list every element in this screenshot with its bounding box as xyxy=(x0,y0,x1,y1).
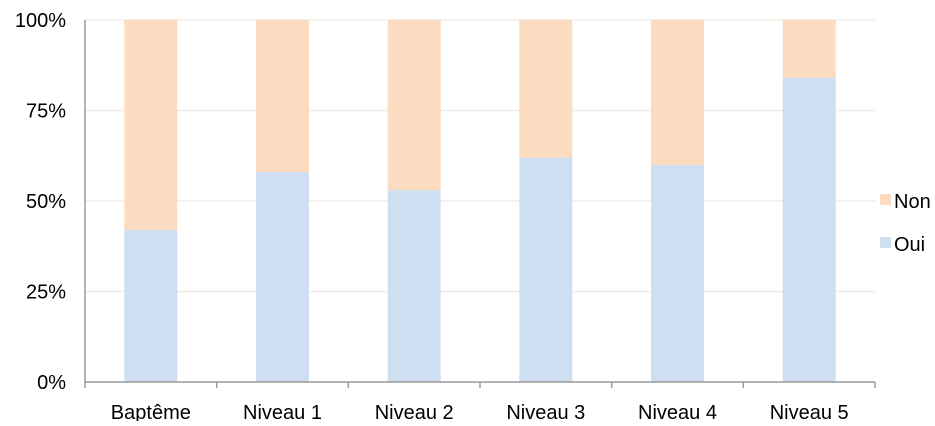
bar-non xyxy=(782,20,836,78)
bar-oui xyxy=(519,157,573,382)
y-tick-label: 100% xyxy=(15,10,66,32)
axes xyxy=(84,20,876,388)
gridlines xyxy=(85,19,875,293)
bar-oui xyxy=(256,172,309,382)
bar-oui xyxy=(124,229,178,382)
bar-non xyxy=(651,20,704,165)
y-tick-label: 25% xyxy=(26,282,66,304)
x-tick-label: Niveau 2 xyxy=(375,402,454,421)
bar-oui xyxy=(782,77,836,383)
x-tick-label: Niveau 5 xyxy=(770,402,849,421)
x-tick-label: Niveau 3 xyxy=(506,402,585,421)
bar-non xyxy=(256,20,309,173)
x-tick-label: Niveau 4 xyxy=(638,402,717,421)
legend-swatch-non xyxy=(880,194,891,205)
legend: Non Oui xyxy=(880,191,931,256)
bars xyxy=(124,20,836,383)
legend-label-oui: Oui xyxy=(894,234,925,256)
y-tick-label: 75% xyxy=(26,101,66,123)
y-tick-labels: 0% 25% 50% 75% 100% xyxy=(15,10,66,394)
bar-non xyxy=(519,20,573,158)
y-tick-label: 0% xyxy=(37,372,66,394)
bar-non xyxy=(387,20,441,191)
x-tick-label: Baptême xyxy=(111,402,191,421)
x-tick-label: Niveau 1 xyxy=(243,402,322,421)
y-tick-label: 50% xyxy=(26,191,66,213)
bar-oui xyxy=(651,164,704,382)
legend-label-non: Non xyxy=(894,191,931,213)
legend-swatch-oui xyxy=(880,237,891,248)
bar-oui xyxy=(387,190,441,382)
x-tick-labels: Baptême Niveau 1 Niveau 2 Niveau 3 Niveau 4 N… xyxy=(111,402,849,424)
bar-non xyxy=(124,20,178,230)
